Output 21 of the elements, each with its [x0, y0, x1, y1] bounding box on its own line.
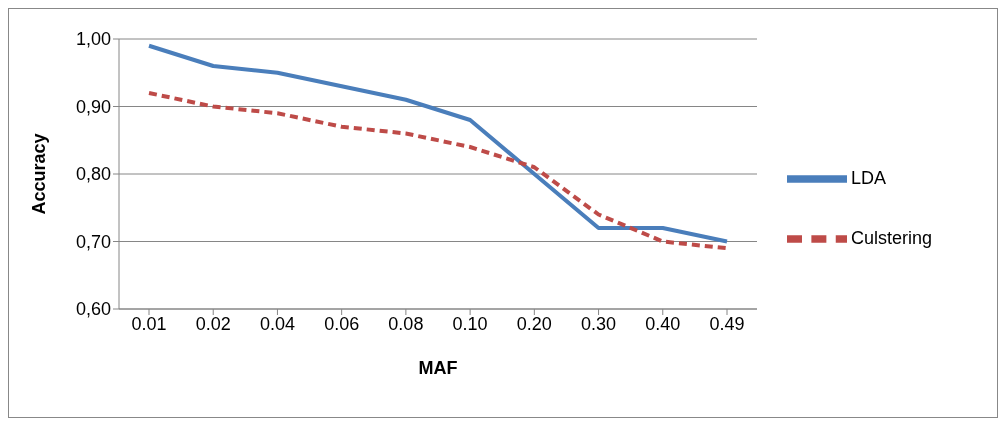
y-tick-label: 0,80 — [75, 164, 111, 185]
y-axis-title: Accuracy — [29, 133, 50, 215]
x-tick-label: 0.10 — [452, 313, 488, 334]
y-tick-label: 1,00 — [75, 29, 111, 50]
y-tick-label: 0,60 — [75, 299, 111, 320]
x-tick-label: 0.20 — [516, 313, 552, 334]
x-axis-title: MAF — [418, 358, 458, 378]
x-tick-label: 0.04 — [259, 313, 295, 334]
legend-label: LDA — [851, 167, 887, 188]
x-tick-label: 0.06 — [324, 313, 360, 334]
line-series — [147, 91, 729, 251]
x-tick-label: 0.02 — [195, 313, 231, 334]
y-tick-label: 0,70 — [75, 231, 111, 252]
x-tick-label: 0.40 — [645, 313, 681, 334]
x-tick-label: 0.30 — [581, 313, 617, 334]
x-tick-label: 0.49 — [709, 313, 745, 334]
x-tick-label: 0.01 — [131, 313, 167, 334]
line-series — [147, 43, 729, 244]
x-tick-label: 0.08 — [388, 313, 424, 334]
legend-label: Culstering — [851, 227, 933, 248]
y-tick-label: 0,90 — [75, 96, 111, 117]
